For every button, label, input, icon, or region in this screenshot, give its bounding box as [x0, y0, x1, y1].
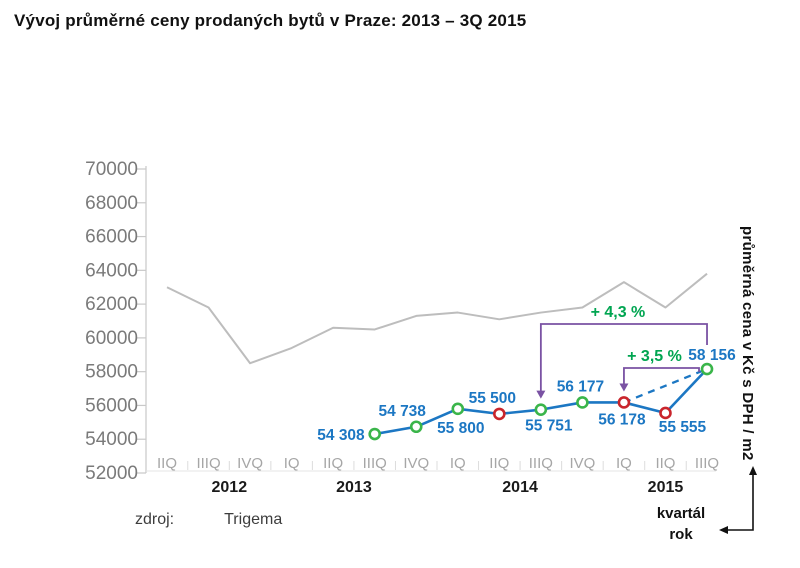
data-point-marker	[493, 407, 506, 421]
x-axis-unit-line1: kvartál	[656, 505, 706, 522]
x-tick-label: IIIQ	[196, 455, 220, 472]
source-label: zdroj:	[135, 511, 175, 528]
annotation-percent-label: + 4,3 %	[591, 304, 646, 321]
annotation-arrowhead-icon	[619, 383, 629, 392]
data-point-label: 54 308	[317, 427, 365, 444]
x-tick-label: IQ	[284, 455, 300, 472]
y-tick-label: 70000	[85, 159, 138, 180]
data-point-label: 58 156	[688, 347, 736, 364]
x-tick-label: IIQ	[157, 455, 177, 472]
year-label: 2015	[648, 479, 684, 496]
annotation-percent-label: + 3,5 %	[627, 348, 682, 365]
year-label: 2013	[336, 479, 372, 496]
source-value: Trigema	[224, 511, 283, 528]
up-arrow-icon	[749, 466, 757, 475]
y-axis-unit-label: průměrná cena v Kč s DPH / m2	[739, 226, 756, 461]
x-tick-label: IIIQ	[363, 455, 387, 472]
annotation-bracket	[539, 323, 708, 392]
data-point-marker	[659, 406, 672, 420]
annotation-arrowhead-icon	[536, 390, 546, 399]
data-point-label: 55 751	[525, 418, 573, 435]
page-title: Vývoj průměrné ceny prodaných bytů v Pra…	[14, 11, 527, 30]
data-point-marker	[409, 420, 423, 434]
x-tick-label: IQ	[616, 455, 632, 472]
x-axis-unit-line2: rok	[669, 526, 693, 543]
source-row: zdroj: Trigema	[135, 511, 282, 529]
year-label: 2014	[502, 479, 538, 496]
reference-series-line	[166, 272, 708, 365]
x-tick-label: IIIQ	[529, 455, 553, 472]
x-tick-label: IVQ	[403, 455, 429, 472]
data-point-label: 54 738	[379, 403, 427, 420]
y-tick-label: 58000	[85, 362, 138, 383]
y-tick-label: 56000	[85, 395, 138, 416]
y-tick-label: 62000	[85, 294, 138, 315]
data-point-label: 55 500	[469, 390, 516, 407]
data-point-marker	[451, 402, 465, 416]
y-tick-label: 60000	[85, 328, 138, 349]
data-point-marker	[700, 362, 714, 376]
data-point-label: 55 555	[659, 419, 707, 436]
data-point-marker	[368, 427, 382, 441]
y-tick-label: 64000	[85, 260, 138, 281]
data-point-label: 55 800	[437, 420, 484, 437]
data-point-label: 56 177	[557, 378, 604, 395]
y-tick-label: 66000	[85, 227, 138, 248]
left-arrow-icon	[719, 526, 728, 534]
y-tick-label: 54000	[85, 429, 138, 450]
year-label: 2012	[212, 479, 248, 496]
x-tick-label: IIQ	[655, 455, 675, 472]
x-tick-label: IVQ	[237, 455, 263, 472]
data-point-label: 56 178	[598, 411, 646, 428]
x-tick-label: IIQ	[323, 455, 343, 472]
x-tick-label: IVQ	[569, 455, 595, 472]
data-point-marker	[534, 403, 548, 416]
x-tick-label: IQ	[450, 455, 466, 472]
y-tick-label: 68000	[85, 193, 138, 214]
x-tick-label: IIQ	[489, 455, 509, 472]
x-axis-unit-label: kvartál rok	[648, 503, 714, 545]
data-point-marker	[617, 396, 631, 409]
y-tick-label: 52000	[85, 463, 138, 484]
projection-dashed-line	[623, 367, 708, 404]
annotation-bracket	[623, 367, 700, 385]
axis-direction-arrow-line	[727, 474, 754, 531]
data-point-marker	[576, 396, 589, 409]
x-tick-label: IIIQ	[695, 455, 719, 472]
